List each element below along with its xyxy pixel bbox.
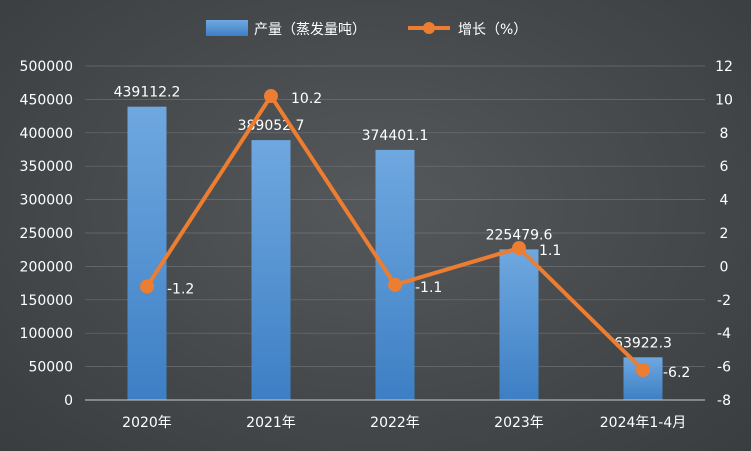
y-left-tick-label: 500000 <box>20 59 73 75</box>
y-left-tick-label: 0 <box>64 393 73 409</box>
y-right-tick-label: 8 <box>720 126 729 142</box>
y-right-tick-label: 4 <box>720 193 729 209</box>
legend-line-label: 增长（%） <box>458 22 527 38</box>
y-left-tick-label: 150000 <box>20 293 73 309</box>
y-right-tick-label: 6 <box>720 159 729 175</box>
bar-data-label: 225479.6 <box>486 227 553 243</box>
bar <box>251 140 291 400</box>
growth-data-label: -1.2 <box>167 281 194 297</box>
growth-point <box>512 241 526 256</box>
growth-point <box>636 362 650 377</box>
bar-data-label: 439112.2 <box>114 85 181 101</box>
growth-point <box>264 89 278 104</box>
legend: 产量（蒸发量吨） 增长（%） <box>206 20 527 38</box>
growth-data-label: 1.1 <box>539 243 561 259</box>
y-right-tick-label: -6 <box>717 360 731 376</box>
y-left-tick-label: 350000 <box>20 159 73 175</box>
y-right-tick-label: 10 <box>715 92 733 108</box>
growth-data-label: -1.1 <box>415 280 442 296</box>
x-tick-label: 2020年 <box>122 415 172 431</box>
x-axis: 2020年 2021年 2022年 2023年 2024年1-4月 <box>85 399 705 431</box>
bar-data-label: 374401.1 <box>362 128 429 144</box>
y-left-tick-label: 400000 <box>20 126 73 142</box>
x-tick-label: 2022年 <box>370 415 420 431</box>
line-series: -1.2 10.2 -1.1 1.1 -6.2 <box>140 89 690 381</box>
bar-data-label: 63922.3 <box>614 335 672 351</box>
growth-point <box>140 279 154 294</box>
y-right-tick-label: -4 <box>717 326 731 342</box>
y-left-tick-label: 200000 <box>20 259 73 275</box>
y-right-tick-label: -2 <box>717 293 731 309</box>
y-left-tick-label: 250000 <box>20 226 73 242</box>
y-left-tick-label: 100000 <box>20 326 73 342</box>
y-right-tick-label: -8 <box>717 393 731 409</box>
left-axis: 0 50000 100000 150000 200000 250000 300000 3500… <box>20 59 73 409</box>
x-tick-label: 2023年 <box>494 415 544 431</box>
bar <box>499 249 539 400</box>
x-tick-label: 2024年1-4月 <box>600 415 687 431</box>
growth-data-label: 10.2 <box>291 91 322 107</box>
right-axis: -8 -6 -4 -2 0 2 4 6 8 10 12 <box>715 59 733 409</box>
bar <box>127 106 167 401</box>
y-left-tick-label: 50000 <box>28 360 73 376</box>
y-left-tick-label: 300000 <box>20 193 73 209</box>
y-right-tick-label: 2 <box>720 226 729 242</box>
legend-bar-label: 产量（蒸发量吨） <box>254 22 366 38</box>
x-tick-label: 2021年 <box>246 415 296 431</box>
y-right-tick-label: 0 <box>720 259 729 275</box>
legend-line-marker <box>423 22 435 34</box>
growth-data-label: -6.2 <box>663 365 690 381</box>
y-right-tick-label: 12 <box>715 59 733 75</box>
growth-point <box>388 277 402 292</box>
legend-bar-swatch <box>206 20 248 36</box>
y-left-tick-label: 450000 <box>20 92 73 108</box>
bar <box>375 149 415 400</box>
